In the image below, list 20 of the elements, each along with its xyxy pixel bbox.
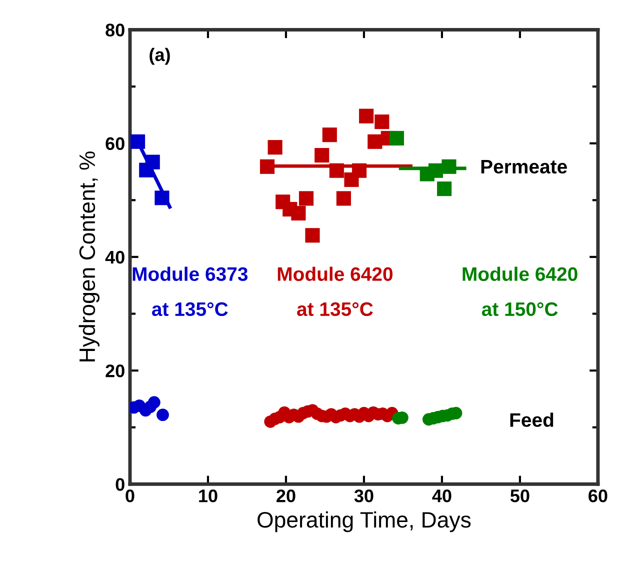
x-tick-label: 40 [432, 489, 452, 502]
x-tick-label: 20 [276, 489, 296, 502]
annotation: Module 6373 at 135°C [132, 266, 248, 316]
y-tick-label: 60 [106, 137, 124, 150]
x-tick-label: 10 [199, 489, 218, 502]
y-tick-label: 20 [106, 364, 124, 378]
x-tick-label: 60 [588, 489, 608, 502]
x-axis-title: Operating Time, Days [258, 511, 471, 532]
annotation: Module 6420 at 135°C [278, 266, 393, 316]
annotation: Module 6420 at 150°C [462, 266, 578, 316]
x-tick-label: 30 [354, 489, 374, 502]
y-tick-label: 0 [116, 478, 124, 491]
x-tick-label: 0 [126, 489, 134, 502]
annotation: Permeate [481, 160, 567, 174]
x-tick-label: 50 [510, 489, 530, 502]
annotation: (a) [150, 48, 170, 65]
annotation: Feed [510, 412, 554, 427]
y-axis-title: Hydrogen Content, % [78, 151, 100, 362]
y-tick-label: 40 [105, 250, 124, 264]
y-tick-label: 80 [106, 24, 124, 36]
